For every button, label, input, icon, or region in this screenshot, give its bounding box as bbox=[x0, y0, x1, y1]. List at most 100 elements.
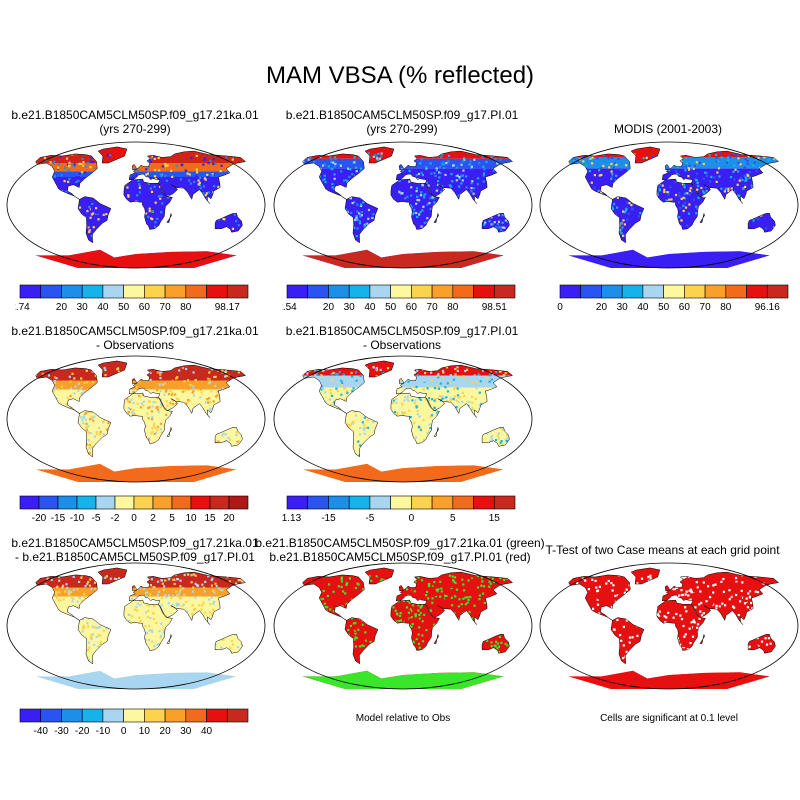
colorbar-box bbox=[171, 495, 192, 510]
coastline bbox=[610, 617, 645, 665]
panel-2-title-line1: b.e21.B1850CAM5CLM50SP.f09_g17.PI.01 bbox=[285, 108, 519, 122]
colorbar-box bbox=[746, 284, 768, 299]
map-panel-9 bbox=[539, 562, 799, 690]
colorbar-label: 2.54 bbox=[282, 302, 297, 313]
panel-5-title-line2: - Observations bbox=[362, 338, 442, 352]
colorbar-label: 60 bbox=[139, 302, 151, 313]
colorbar-box bbox=[76, 495, 97, 510]
colorbar-box bbox=[642, 284, 664, 299]
map-panel-7 bbox=[6, 562, 266, 690]
colorbar-box bbox=[348, 284, 371, 299]
colorbar-box bbox=[307, 495, 329, 510]
colorbar-box bbox=[493, 284, 516, 299]
map-border bbox=[539, 562, 799, 690]
colorbar-box bbox=[164, 284, 187, 299]
colorbar-box bbox=[19, 284, 42, 299]
coastline bbox=[214, 634, 243, 654]
colorbar-box bbox=[431, 495, 454, 510]
panel-8-title-line2: b.e21.B1850CAM5CLM50SP.f09_g17.PI.01 (re… bbox=[269, 550, 531, 564]
colorbar-label: 10 bbox=[185, 513, 197, 524]
colorbar-box bbox=[123, 284, 145, 299]
colorbar-box bbox=[38, 495, 59, 510]
coastline bbox=[166, 426, 172, 437]
coastline bbox=[481, 634, 510, 654]
colorbar-label: 50 bbox=[658, 302, 670, 313]
panel-4-title-line1: b.e21.B1850CAM5CLM50SP.f09_g17.21ka.01 bbox=[11, 324, 259, 338]
coastline bbox=[166, 633, 172, 644]
colorbar-label: 0 bbox=[131, 513, 137, 524]
colorbar-box bbox=[185, 284, 207, 299]
coastline bbox=[630, 146, 661, 164]
map-panel-8 bbox=[273, 562, 533, 690]
colorbar-box bbox=[102, 284, 124, 299]
panel-1-title: b.e21.B1850CAM5CLM50SP.f09_g17.21ka.01 (… bbox=[0, 108, 270, 136]
map-border bbox=[6, 141, 266, 269]
colorbar-label: -20 bbox=[32, 513, 47, 524]
coastline bbox=[364, 567, 395, 585]
colorbar-label: 0 bbox=[121, 726, 127, 737]
colorbar-box bbox=[144, 284, 166, 299]
colorbar-label: 20 bbox=[160, 726, 172, 737]
colorbar-box bbox=[431, 284, 454, 299]
colorbar-box bbox=[206, 708, 228, 723]
colorbar-label: 40 bbox=[364, 302, 376, 313]
colorbar-label: -15 bbox=[321, 513, 336, 524]
coastline bbox=[344, 196, 379, 244]
panel-9-title: T-Test of two Case means at each grid po… bbox=[525, 543, 800, 557]
colorbar-label: 30 bbox=[180, 726, 192, 737]
coastline bbox=[664, 164, 670, 171]
panel-3-title: MODIS (2001-2003) bbox=[533, 122, 800, 136]
colorbar-label: 40 bbox=[97, 302, 109, 313]
colorbar-label: 50 bbox=[385, 302, 397, 313]
colorbar-label: -5 bbox=[92, 513, 101, 524]
coastline bbox=[214, 427, 243, 447]
coastline bbox=[128, 571, 247, 625]
colorbar-box bbox=[390, 495, 412, 510]
map-panel-5 bbox=[273, 355, 533, 483]
colorbar-box bbox=[123, 708, 145, 723]
colorbar-box bbox=[102, 708, 124, 723]
colorbar-panel-3: 0 20 30 40 50 60 70 80 96.16 bbox=[557, 284, 789, 313]
coastline bbox=[390, 599, 440, 651]
panel-9-caption: Cells are significant at 0.1 level bbox=[600, 713, 738, 724]
colorbar-box bbox=[95, 495, 116, 510]
colorbar-box bbox=[152, 495, 173, 510]
coastline bbox=[77, 196, 112, 244]
coastline bbox=[128, 150, 247, 204]
coastline bbox=[481, 213, 510, 233]
coastline bbox=[35, 574, 98, 621]
colorbar-label: 98.51 bbox=[482, 302, 507, 313]
colorbar-label: 0 bbox=[557, 302, 563, 313]
coastline bbox=[344, 410, 379, 458]
coastline bbox=[699, 212, 705, 223]
colorbar-label: 5 bbox=[169, 513, 175, 524]
coastline bbox=[364, 360, 395, 378]
panel-5-title: b.e21.B1850CAM5CLM50SP.f09_g17.PI.01 - O… bbox=[267, 324, 537, 352]
colorbar-label: 96.16 bbox=[755, 302, 780, 313]
colorbar-box bbox=[704, 284, 727, 299]
coastline bbox=[123, 178, 173, 230]
panel-2-title-line2: (yrs 270-299) bbox=[366, 122, 438, 136]
colorbar-label: 80 bbox=[720, 302, 732, 313]
colorbar-box bbox=[559, 284, 582, 299]
colorbar-box bbox=[725, 284, 747, 299]
coastline bbox=[390, 392, 440, 444]
coastline bbox=[661, 150, 780, 204]
colorbar-label: 2.74 bbox=[15, 302, 30, 313]
coastline bbox=[302, 574, 365, 621]
colorbar-label: 15 bbox=[204, 513, 216, 524]
colorbar-box bbox=[369, 284, 391, 299]
colorbar-panel-5: -41.13-15-5051597.13 bbox=[282, 495, 516, 524]
colorbar-box bbox=[411, 284, 433, 299]
colorbar-box bbox=[663, 284, 685, 299]
panel-5-title-line1: b.e21.B1850CAM5CLM50SP.f09_g17.PI.01 bbox=[285, 324, 519, 338]
colorbar-panel-4: -20 -15 -10 -5 -2 0 2 5 10 15 20 bbox=[19, 495, 249, 524]
colorbar-box bbox=[164, 708, 187, 723]
colorbar-box bbox=[61, 708, 83, 723]
colorbar-label: -20 bbox=[75, 726, 90, 737]
coastline bbox=[131, 378, 137, 385]
colorbar-box bbox=[369, 495, 391, 510]
coastline bbox=[568, 574, 631, 621]
colorbar-label: 20 bbox=[596, 302, 608, 313]
panel-8-title-line1: b.e21.B1850CAM5CLM50SP.f09_g17.21ka.01 (… bbox=[255, 536, 545, 550]
